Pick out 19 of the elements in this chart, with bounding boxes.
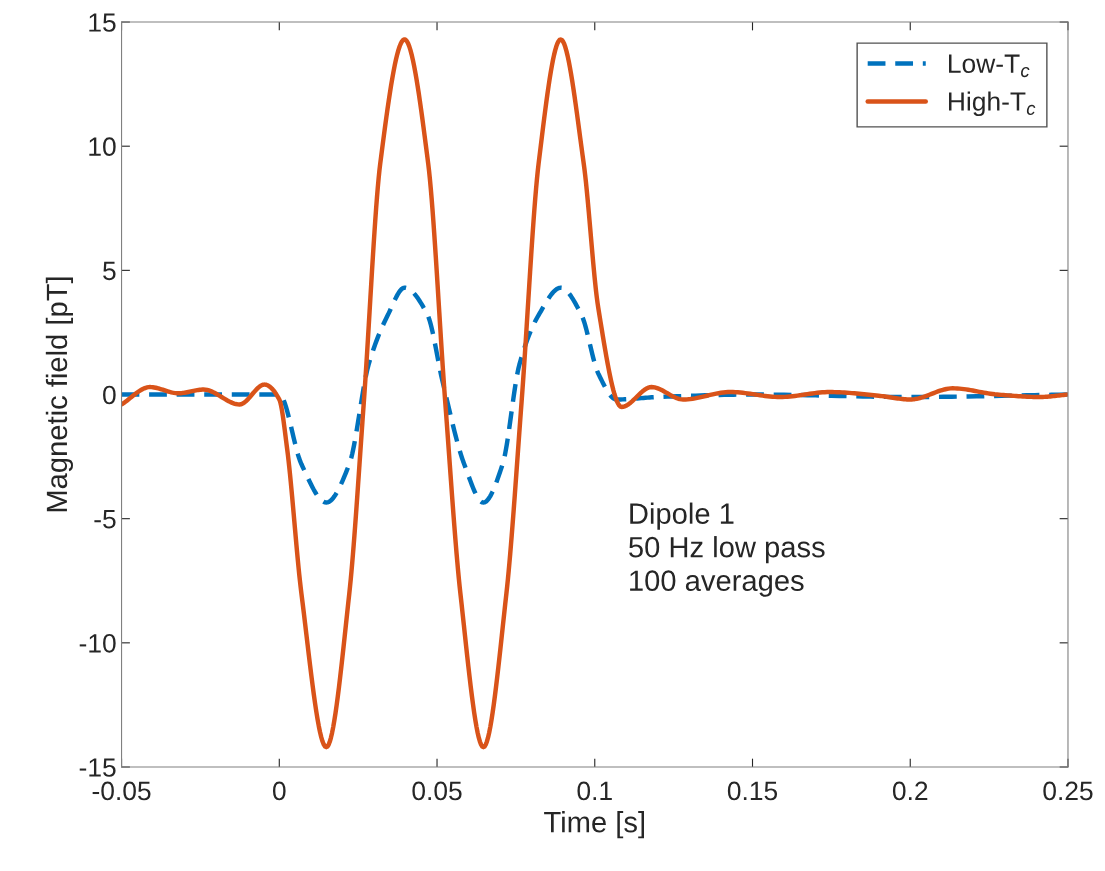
x-tick-label: 0.1 [577,781,612,801]
y-tick-label: -15 [79,758,116,777]
x-tick-label: 0 [272,781,286,801]
annotation: Dipole 1 50 Hz low pass 100 averages [629,502,825,597]
x-tick-label: 0.15 [727,781,778,801]
y-tick-label: 10 [89,137,116,157]
x-tick-label: 0.2 [892,781,928,801]
y-tick-label: 5 [103,261,116,281]
x-tick-label: 0.25 [1043,781,1093,801]
y-tick-label: 15 [89,13,116,32]
legend-label: High-T$_{c}$ [949,91,1036,117]
x-axis-title: Time [s] [544,811,644,839]
x-tick-label: 0.05 [412,781,462,801]
y-tick-label: -10 [79,633,116,653]
legend-label: Low-T$_{c}$ [949,54,1030,78]
y-axis-title: Magnetic field [pT] [45,277,73,512]
y-tick-label: -5 [94,510,116,529]
x-tick-label: -0.05 [92,781,151,801]
y-tick-label: 0 [103,385,116,405]
